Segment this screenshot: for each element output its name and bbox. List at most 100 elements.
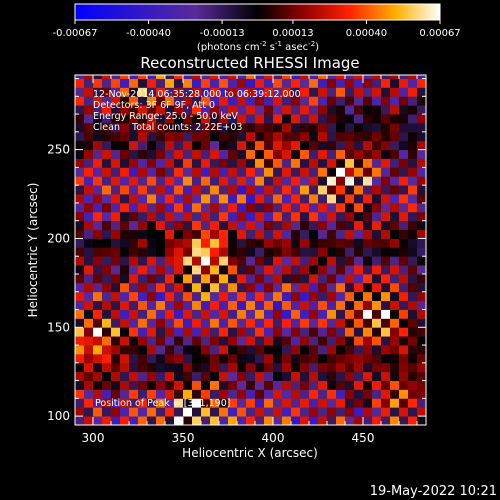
heatmap-cell <box>165 105 175 115</box>
heatmap-cell <box>309 309 319 319</box>
heatmap-cell <box>318 407 328 417</box>
heatmap-cell <box>120 78 130 88</box>
heatmap-cell <box>138 416 148 425</box>
heatmap-cell <box>417 87 426 97</box>
heatmap-cell <box>120 389 130 399</box>
heatmap-cell <box>300 140 310 151</box>
heatmap-cell <box>192 362 202 373</box>
heatmap-cell <box>255 362 265 373</box>
heatmap-cell <box>363 398 373 408</box>
heatmap-cell <box>93 75 103 79</box>
heatmap-cell <box>102 87 112 97</box>
heatmap-cell <box>354 185 364 195</box>
heatmap-cell <box>336 353 346 364</box>
heatmap-cell <box>228 211 238 222</box>
heatmap-cell <box>210 202 220 213</box>
heatmap-cell <box>165 300 175 310</box>
heatmap-cell <box>273 229 283 239</box>
heatmap-cell <box>381 176 391 186</box>
heatmap-cell <box>192 327 202 337</box>
heatmap-cell <box>408 202 418 213</box>
heatmap-cell <box>417 105 426 115</box>
heatmap-cell <box>336 78 346 88</box>
heatmap-cell <box>111 247 121 257</box>
heatmap-cell <box>174 149 184 159</box>
heatmap-cell <box>354 300 364 310</box>
heatmap-cell <box>210 309 220 319</box>
heatmap-cell <box>309 176 319 186</box>
heatmap-cell <box>390 140 400 151</box>
heatmap-cell <box>264 273 274 284</box>
heatmap-cell <box>381 309 391 319</box>
heatmap-cell <box>75 345 85 355</box>
heatmap-cell <box>372 291 382 302</box>
heatmap-cell <box>327 87 337 97</box>
heatmap-cell <box>417 114 426 124</box>
heatmap-cell <box>192 318 202 328</box>
heatmap-cell <box>138 96 148 106</box>
colorbar-ticks: -0.00067 -0.00040 -0.00013 0.00013 0.00040 0.… <box>53 20 461 39</box>
heatmap-cell <box>282 300 292 310</box>
heatmap-cell <box>345 371 355 381</box>
heatmap-cell <box>93 300 103 310</box>
heatmap-cell <box>219 353 229 364</box>
heatmap-cell <box>156 96 166 106</box>
heatmap-cell <box>84 105 94 115</box>
heatmap-cell <box>246 105 256 115</box>
heatmap-cell <box>138 194 148 204</box>
heatmap-cell <box>327 149 337 159</box>
heatmap-cell <box>84 318 94 328</box>
heatmap-cell <box>111 131 121 142</box>
heatmap-cell <box>174 282 184 293</box>
heatmap-cell <box>255 265 265 275</box>
heatmap-cell <box>282 75 292 79</box>
heatmap-cell <box>156 131 166 142</box>
heatmap-cell <box>381 167 391 177</box>
heatmap-cell <box>192 149 202 159</box>
heatmap-cell <box>372 105 382 115</box>
heatmap-cell <box>201 158 211 168</box>
heatmap-cell <box>93 167 103 177</box>
heatmap-cell <box>372 380 382 390</box>
heatmap-cell <box>354 265 364 275</box>
heatmap-cell <box>228 105 238 115</box>
heatmap-cell <box>84 211 94 222</box>
heatmap-cell <box>156 238 166 248</box>
heatmap-cell <box>282 105 292 115</box>
heatmap-cell <box>354 220 364 230</box>
heatmap-cell <box>246 158 256 168</box>
heatmap-cell <box>246 273 256 284</box>
heatmap-cell <box>174 353 184 364</box>
heatmap-cell <box>93 211 103 222</box>
heatmap-cell <box>210 114 220 124</box>
heatmap-cell <box>174 105 184 115</box>
heatmap-cell <box>138 238 148 248</box>
heatmap-cell <box>417 389 426 399</box>
heatmap-cell <box>363 87 373 97</box>
heatmap-cell <box>75 362 85 373</box>
heatmap-cell <box>318 229 328 239</box>
heatmap-cell <box>354 75 364 79</box>
heatmap-cell <box>264 185 274 195</box>
heatmap-cell <box>336 265 346 275</box>
heatmap-cell <box>237 380 247 390</box>
heatmap-cell <box>327 238 337 248</box>
heatmap-cell <box>363 345 373 355</box>
heatmap-cell <box>246 407 256 417</box>
heatmap-cell <box>120 176 130 186</box>
heatmap-cell <box>327 398 337 408</box>
heatmap-cell <box>210 211 220 222</box>
heatmap-cell <box>336 122 346 133</box>
heatmap-cell <box>147 345 157 355</box>
heatmap-cell <box>291 229 301 239</box>
heatmap-cell <box>309 336 319 346</box>
heatmap-cell <box>372 75 382 79</box>
heatmap-cell <box>399 407 409 417</box>
heatmap-cell <box>147 75 157 79</box>
heatmap-cell <box>192 345 202 355</box>
x-tick-label: 400 <box>262 431 285 445</box>
heatmap-cell <box>219 211 229 222</box>
heatmap-cell <box>174 265 184 275</box>
heatmap-cell <box>354 114 364 124</box>
heatmap-cell <box>264 229 274 239</box>
